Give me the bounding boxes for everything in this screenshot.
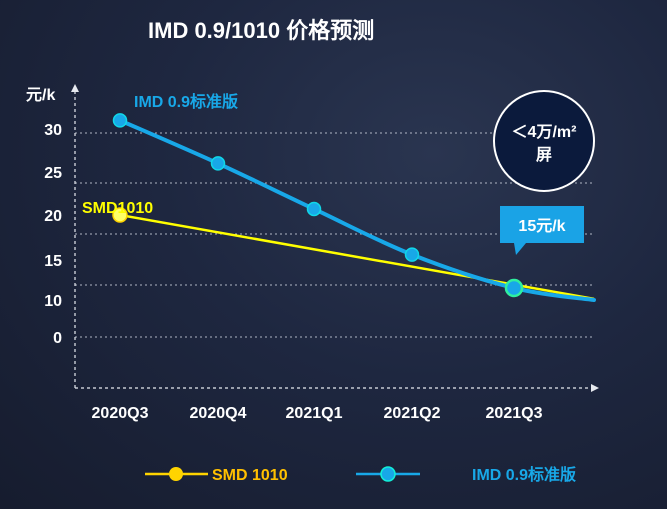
annotation-circle-line2: 屏 <box>536 146 552 164</box>
price-circle-annotation: ＜4万/m² 屏 <box>493 90 595 192</box>
data-point-imd09 <box>306 201 322 217</box>
y-axis-arrow <box>71 84 79 92</box>
x-tick-label: 2021Q1 <box>286 405 343 422</box>
data-point-imd09 <box>504 278 524 298</box>
series-layer <box>112 113 596 302</box>
annotation-circle <box>493 90 595 192</box>
callout-text: 15元/k <box>518 218 565 235</box>
x-tick-label: 2020Q3 <box>92 405 149 422</box>
y-tick-label: 30 <box>44 122 62 139</box>
x-tick-label: 2020Q4 <box>190 405 247 422</box>
legend-smd-marker <box>169 467 183 481</box>
annotation-circle-line1: ＜4万/m² <box>512 124 577 141</box>
data-point-imd09 <box>404 247 420 262</box>
axes <box>71 84 599 392</box>
legend-imd-marker <box>380 466 396 482</box>
legend: SMD 1010 IMD 0.9标准版 <box>145 465 576 484</box>
legend-imd-label: IMD 0.9标准版 <box>472 465 576 484</box>
x-tick-label: 2021Q3 <box>486 405 543 422</box>
legend-smd-label: SMD 1010 <box>212 467 288 484</box>
y-tick-label: 15 <box>44 253 62 270</box>
series-label-imd09: IMD 0.9标准版 <box>134 92 238 111</box>
y-axis-label: 元/k <box>26 87 55 104</box>
x-axis-arrow <box>591 384 599 392</box>
chart-title: IMD 0.9/1010 价格预测 <box>148 18 374 43</box>
callout-bubble <box>500 206 584 255</box>
data-point-imd09 <box>112 113 128 128</box>
x-tick-label: 2021Q2 <box>384 405 441 422</box>
y-tick-label: 25 <box>44 165 62 182</box>
y-tick-label: 0 <box>53 330 62 347</box>
y-tick-labels: 0 10 15 20 25 30 <box>44 122 62 347</box>
data-point-imd09 <box>210 156 226 171</box>
series-label-smd1010: SMD1010 <box>82 200 153 217</box>
price-callout: 15元/k <box>500 206 584 255</box>
x-tick-labels: 2020Q3 2020Q4 2021Q1 2021Q2 2021Q3 <box>92 405 543 422</box>
y-tick-label: 20 <box>44 208 62 225</box>
y-tick-label: 10 <box>44 293 62 310</box>
data-point-smd1010 <box>112 207 128 223</box>
